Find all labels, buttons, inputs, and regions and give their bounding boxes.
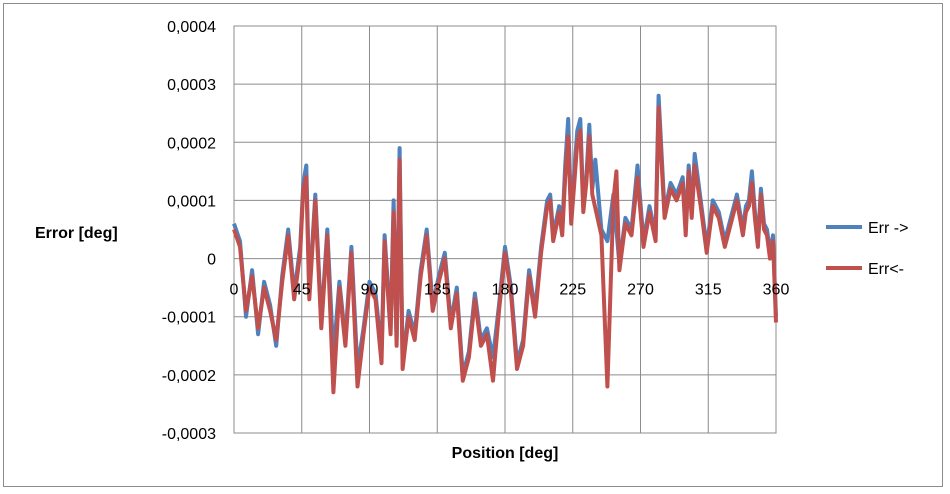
legend-label-err-backward: Err<- [868, 261, 904, 278]
y-axis-title: Error [deg] [35, 225, 118, 242]
y-tick-label: 0 [207, 252, 216, 269]
x-tick-label: 135 [424, 282, 451, 299]
x-tick-label: 90 [361, 282, 379, 299]
y-tick-label: 0,0001 [167, 193, 216, 210]
series-line-err-backward [232, 105, 778, 395]
x-tick-label: 0 [230, 282, 239, 299]
x-tick-label: 45 [293, 282, 311, 299]
x-tick-label: 270 [627, 282, 654, 299]
y-tick-label: 0,0002 [167, 135, 216, 152]
legend: Err -> Err<- [826, 220, 908, 278]
x-tick-label: 180 [492, 282, 519, 299]
axis-ticks: 0,0004 0,0003 0,0002 0,0001 0 -0,0001 -0,0002 -… [162, 19, 790, 443]
y-tick-label: 0,0003 [167, 77, 216, 94]
y-tick-label: -0,0003 [162, 426, 216, 443]
legend-label-err-forward: Err -> [868, 220, 908, 237]
x-tick-label: 360 [763, 282, 790, 299]
y-tick-label: -0,0001 [162, 310, 216, 327]
x-tick-label: 315 [695, 282, 722, 299]
x-axis-title: Position [deg] [452, 445, 559, 462]
y-tick-label: 0,0004 [167, 19, 216, 36]
x-tick-label: 225 [559, 282, 586, 299]
y-tick-label: -0,0002 [162, 368, 216, 385]
plot-series [232, 93, 778, 395]
